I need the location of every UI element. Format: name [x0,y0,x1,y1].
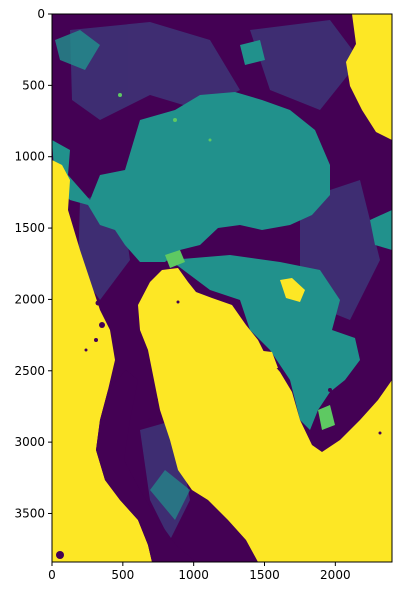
x-tick-label: 1500 [249,568,280,582]
central-plains [52,30,392,520]
plot-frame [51,13,393,563]
sea-water [52,14,392,562]
peninsula [96,370,196,562]
y-tick-label: 2000 [14,292,45,306]
islands [56,300,382,559]
y-tick-label: 3500 [14,506,45,520]
y-tick-label: 2500 [14,364,45,378]
green-patches [118,93,335,430]
raster-image [52,14,392,562]
x-tick-label: 0 [48,568,56,582]
x-axis: 0 500 1000 1500 2000 [48,562,351,582]
y-tick-label: 3000 [14,435,45,449]
y-tick-label: 1000 [14,150,45,164]
y-tick-label: 500 [22,78,45,92]
x-tick-label: 2000 [320,568,351,582]
x-tick-label: 1000 [178,568,209,582]
y-tick-label: 0 [37,7,45,21]
y-axis: 0 500 1000 1500 2000 2500 3000 3500 [14,7,52,520]
y-tick-label: 1500 [14,221,45,235]
x-tick-label: 500 [111,568,134,582]
